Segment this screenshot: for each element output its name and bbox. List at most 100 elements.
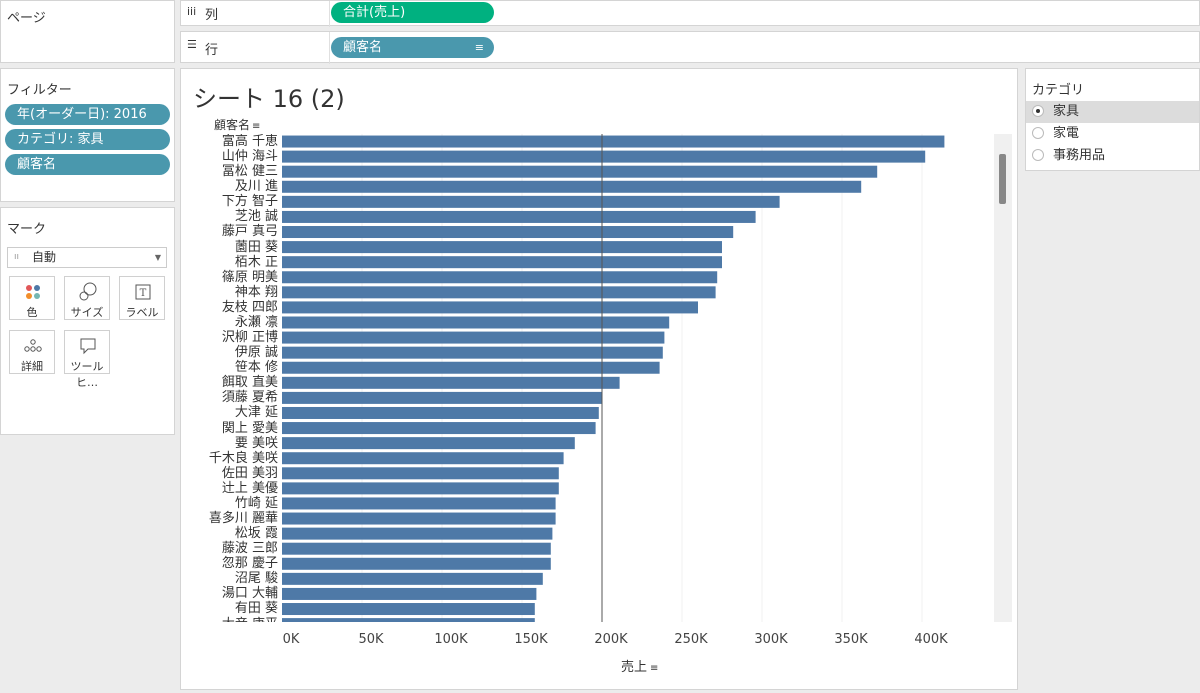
category-option-office-supplies[interactable]: 事務用品 <box>1026 145 1199 167</box>
customer-label[interactable]: 有田 葵 <box>234 601 278 617</box>
bar[interactable] <box>282 346 663 359</box>
customer-label[interactable]: 栢木 正 <box>234 254 278 270</box>
detail-button[interactable]: 詳細 <box>9 330 55 374</box>
category-option-furniture[interactable]: 家具 <box>1026 101 1199 123</box>
customer-label[interactable]: 関上 愛美 <box>221 420 278 436</box>
filter-pill-year[interactable]: 年(オーダー日): 2016 <box>5 104 170 125</box>
bar[interactable] <box>282 316 670 329</box>
customer-label[interactable]: 要 美咲 <box>234 435 278 451</box>
category-option-appliances[interactable]: 家電 <box>1026 123 1199 145</box>
tooltip-icon <box>80 338 96 355</box>
customer-label[interactable]: 湯口 大輔 <box>221 586 278 602</box>
bar[interactable] <box>282 618 535 622</box>
bar[interactable] <box>282 527 553 540</box>
bar[interactable] <box>282 603 535 616</box>
row-header[interactable]: 顧客名 ≡ <box>214 116 260 133</box>
bar[interactable] <box>282 557 551 570</box>
customer-label[interactable]: 薗田 葵 <box>234 239 278 255</box>
bar[interactable] <box>282 301 698 314</box>
size-button[interactable]: サイズ <box>64 276 110 320</box>
bar[interactable] <box>282 437 575 450</box>
color-icon <box>26 285 40 299</box>
bar[interactable] <box>282 256 722 269</box>
bar[interactable] <box>282 180 862 193</box>
customer-label[interactable]: 伊原 誠 <box>234 345 278 361</box>
pages-title: ページ <box>7 11 46 26</box>
customer-label[interactable]: 沢柳 正博 <box>221 330 278 346</box>
size-label: サイズ <box>70 306 104 319</box>
bar[interactable] <box>282 482 559 495</box>
customer-label[interactable]: 大音 康平 <box>198 617 278 622</box>
customer-label[interactable]: 神本 翔 <box>234 284 278 300</box>
bar[interactable] <box>282 542 551 555</box>
bar[interactable] <box>282 512 556 525</box>
customer-label[interactable]: 須藤 夏希 <box>221 390 278 406</box>
customer-label[interactable]: 忽那 慶子 <box>221 556 278 572</box>
bar[interactable] <box>282 422 596 435</box>
customer-label[interactable]: 笹本 修 <box>234 360 278 376</box>
bar[interactable] <box>282 406 599 419</box>
customer-label[interactable]: 下方 智子 <box>221 194 278 210</box>
x-tick-label: 300K <box>754 632 788 647</box>
sort-icon[interactable]: ≡ <box>252 121 261 132</box>
bar[interactable] <box>282 226 734 239</box>
customer-label[interactable]: 千木良 美咲 <box>208 450 278 466</box>
customer-label[interactable]: 友枝 四郎 <box>221 299 278 315</box>
customer-label[interactable]: 芝池 誠 <box>234 209 278 225</box>
filter-pill-customer[interactable]: 顧客名 <box>5 154 170 175</box>
customer-label[interactable]: 大津 延 <box>234 405 278 421</box>
label-label: ラベル <box>125 306 159 319</box>
customer-label[interactable]: 山仲 海斗 <box>221 149 278 165</box>
customer-label[interactable]: 沼尾 駿 <box>234 571 278 587</box>
bar[interactable] <box>282 331 665 344</box>
bar[interactable] <box>282 467 559 480</box>
rows-shelf[interactable]: ☰ 行 顧客名 ≡ <box>180 31 1200 64</box>
customer-label[interactable]: 富高 千恵 <box>221 134 278 149</box>
color-button[interactable]: 色 <box>9 276 55 320</box>
sort-icon[interactable]: ≡ <box>650 663 659 674</box>
columns-shelf[interactable]: iii 列 合計(売上) <box>180 0 1200 27</box>
customer-label[interactable]: 及川 進 <box>234 179 278 195</box>
customer-label[interactable]: 藤波 三郎 <box>221 541 278 557</box>
vertical-scrollbar[interactable] <box>994 134 1012 622</box>
scrollbar-thumb[interactable] <box>999 154 1006 204</box>
customer-label[interactable]: 佐田 美羽 <box>221 465 278 481</box>
mark-type-dropdown[interactable]: ıı 自動 ▼ <box>7 247 167 268</box>
filter-pill-category[interactable]: カテゴリ: 家具 <box>5 129 170 150</box>
bar[interactable] <box>282 271 718 284</box>
x-axis-title[interactable]: 売上 ≡ <box>621 656 658 675</box>
bar[interactable] <box>282 210 756 223</box>
customer-label[interactable]: 竹崎 延 <box>234 495 278 511</box>
bar[interactable] <box>282 497 556 510</box>
sort-icon[interactable]: ≡ <box>474 41 484 54</box>
bar[interactable] <box>282 361 660 374</box>
bar[interactable] <box>282 376 620 389</box>
label-button[interactable]: T ラベル <box>119 276 165 320</box>
columns-label: 列 <box>205 8 219 23</box>
bar[interactable] <box>282 391 602 404</box>
bar[interactable] <box>282 587 537 600</box>
bar[interactable] <box>282 150 926 163</box>
customer-label[interactable]: 松坂 霞 <box>234 526 278 542</box>
bar[interactable] <box>282 572 543 585</box>
customer-label[interactable]: 冨松 健三 <box>221 164 278 180</box>
columns-pill-sum-sales[interactable]: 合計(売上) <box>331 2 494 23</box>
customer-label[interactable]: 藤戸 真弓 <box>221 224 278 240</box>
row-header-label: 顧客名 <box>214 118 251 132</box>
customer-label[interactable]: 辻上 美優 <box>221 480 278 496</box>
pages-panel[interactable]: ページ <box>0 0 175 63</box>
filters-panel: フィルター 年(オーダー日): 2016 カテゴリ: 家具 顧客名 <box>0 68 175 202</box>
bar[interactable] <box>282 195 780 208</box>
bar[interactable] <box>282 241 722 254</box>
bar[interactable] <box>282 286 716 299</box>
customer-label[interactable]: 篠原 明美 <box>221 269 278 285</box>
bar[interactable] <box>282 452 564 465</box>
tooltip-button[interactable]: ツールヒ… <box>64 330 110 389</box>
bar[interactable] <box>282 135 945 148</box>
bar[interactable] <box>282 165 878 178</box>
customer-label[interactable]: 喜多川 麗華 <box>208 511 278 526</box>
customer-label[interactable]: 餌取 直美 <box>221 375 278 391</box>
rows-pill-customer[interactable]: 顧客名 ≡ <box>331 37 494 58</box>
x-tick-label: 150K <box>514 632 548 647</box>
customer-label[interactable]: 永瀬 凛 <box>234 314 278 330</box>
